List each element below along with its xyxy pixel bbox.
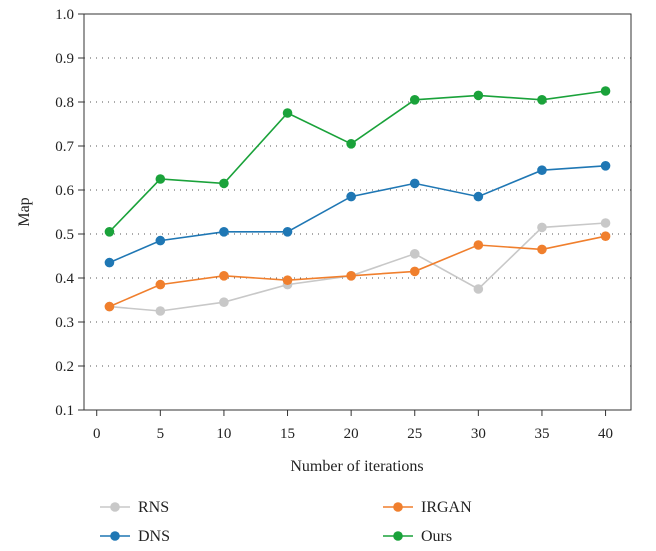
series-irgan xyxy=(104,231,611,312)
y-tick-label: 0.6 xyxy=(55,183,74,199)
data-point-ours xyxy=(155,174,166,184)
data-point-irgan xyxy=(473,240,484,250)
data-point-dns xyxy=(155,235,166,246)
legend-label: IRGAN xyxy=(421,499,472,516)
y-tick-label: 1.0 xyxy=(55,7,74,23)
series-line-ours xyxy=(108,90,606,233)
data-point-dns xyxy=(409,178,420,189)
y-tick-label: 0.7 xyxy=(55,139,74,155)
x-tick-label: 10 xyxy=(216,426,231,442)
y-axis-title: Map xyxy=(16,197,33,226)
series-dns xyxy=(104,161,611,268)
tick-labels: 0.1 0.2 0.3 0.4 0.5 0.6 0.7 0.8 0.9 1.0 0 5 10 15 20 25… xyxy=(55,7,613,442)
data-point-ours xyxy=(219,178,229,189)
data-point-ours xyxy=(409,95,420,105)
data-point-rns xyxy=(473,284,484,294)
data-point-dns xyxy=(346,191,356,202)
x-tick-label: 30 xyxy=(471,426,486,442)
data-point-ours xyxy=(537,95,547,105)
data-point-ours xyxy=(282,108,293,118)
legend-item-ours: Ours xyxy=(383,528,452,545)
y-tick-label: 0.5 xyxy=(55,227,74,243)
legend-label: RNS xyxy=(138,499,169,516)
data-point-dns xyxy=(282,227,293,237)
x-tick-label: 25 xyxy=(407,426,422,442)
data-point-dns xyxy=(104,257,115,268)
legend-marker xyxy=(110,531,120,541)
data-point-irgan xyxy=(409,266,420,277)
x-tick-label: 15 xyxy=(280,426,295,442)
data-point-rns xyxy=(600,218,611,228)
x-tick-label: 40 xyxy=(598,426,613,442)
grid xyxy=(84,57,631,367)
series-rns xyxy=(104,218,611,316)
data-point-dns xyxy=(537,165,547,175)
series-ours xyxy=(104,86,611,237)
data-point-rns xyxy=(155,306,166,316)
series-line-rns xyxy=(109,222,606,312)
legend-item-rns: RNS xyxy=(100,499,169,516)
legend-label: DNS xyxy=(138,528,170,545)
legend: RNS DNS IRGAN Ours xyxy=(100,499,472,545)
x-tick-label: 35 xyxy=(534,426,549,442)
data-point-rns xyxy=(219,297,229,308)
y-tick-label: 0.4 xyxy=(55,271,74,287)
legend-item-irgan: IRGAN xyxy=(383,499,472,516)
data-point-irgan xyxy=(537,244,547,255)
data-point-ours xyxy=(473,90,484,101)
data-point-ours xyxy=(600,86,611,96)
data-point-dns xyxy=(600,161,611,171)
legend-marker xyxy=(110,502,120,512)
y-tick-label: 0.3 xyxy=(55,315,74,331)
data-point-ours xyxy=(346,139,356,149)
data-point-irgan xyxy=(104,301,115,312)
x-tick-label: 0 xyxy=(93,426,101,442)
data-point-irgan xyxy=(219,271,229,281)
y-tick-label: 0.8 xyxy=(55,95,74,111)
series xyxy=(104,86,611,316)
x-tick-label: 20 xyxy=(344,426,359,442)
legend-marker xyxy=(393,531,403,541)
data-point-irgan xyxy=(282,275,293,286)
data-point-irgan xyxy=(155,279,166,290)
data-point-irgan xyxy=(600,231,611,241)
data-point-rns xyxy=(537,222,547,233)
data-point-dns xyxy=(473,191,484,202)
data-point-irgan xyxy=(346,271,356,281)
legend-label: Ours xyxy=(421,528,452,545)
y-tick-label: 0.2 xyxy=(55,359,74,375)
legend-item-dns: DNS xyxy=(100,528,170,545)
data-point-ours xyxy=(104,227,115,237)
plot-frame xyxy=(83,13,632,411)
series-line-irgan xyxy=(109,235,606,308)
y-tick-label: 0.1 xyxy=(55,403,74,419)
data-point-dns xyxy=(219,227,229,237)
x-tick-label: 5 xyxy=(157,426,165,442)
y-tick-label: 0.9 xyxy=(55,51,74,67)
legend-marker xyxy=(393,502,403,512)
x-axis-title: Number of iterations xyxy=(290,458,423,475)
data-point-rns xyxy=(409,249,420,259)
axes xyxy=(78,13,632,416)
